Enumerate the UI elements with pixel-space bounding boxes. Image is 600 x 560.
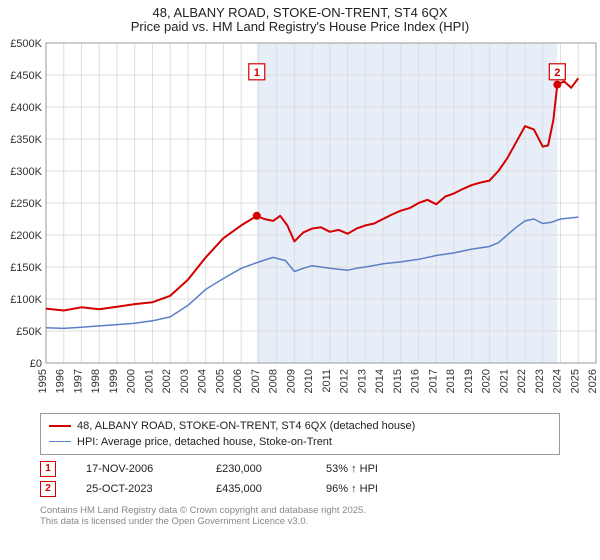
marker-pct: 53% ↑ HPI <box>326 459 378 479</box>
sale-marker-label: 1 <box>254 66 260 78</box>
xtick-label: 2003 <box>179 369 191 393</box>
xtick-label: 2000 <box>126 369 138 393</box>
legend-swatch <box>49 441 71 442</box>
legend: 48, ALBANY ROAD, STOKE-ON-TRENT, ST4 6QX… <box>40 413 560 455</box>
xtick-label: 2019 <box>463 369 475 393</box>
ytick-label: £350K <box>10 134 42 146</box>
footer-attribution: Contains HM Land Registry data © Crown c… <box>40 505 560 528</box>
xtick-label: 2002 <box>161 369 173 393</box>
marker-table: 1 17-NOV-2006 £230,000 53% ↑ HPI 2 25-OCT-202… <box>40 459 560 499</box>
xtick-label: 2005 <box>214 369 226 393</box>
legend-label: HPI: Average price, detached house, Stok… <box>77 434 332 450</box>
sale-marker-label: 2 <box>554 66 560 78</box>
xtick-label: 2007 <box>250 369 262 393</box>
xtick-label: 2025 <box>569 369 581 393</box>
xtick-label: 2023 <box>534 369 546 393</box>
xtick-label: 1995 <box>37 369 49 393</box>
xtick-label: 2017 <box>427 369 439 393</box>
ytick-label: £300K <box>10 166 42 178</box>
footer-line-2: This data is licensed under the Open Gov… <box>40 516 560 527</box>
xtick-label: 2006 <box>232 369 244 393</box>
marker-id-box: 2 <box>40 481 56 497</box>
marker-date: 25-OCT-2023 <box>86 479 186 499</box>
xtick-label: 2001 <box>143 369 155 393</box>
marker-date: 17-NOV-2006 <box>86 459 186 479</box>
xtick-label: 1997 <box>72 369 84 393</box>
ytick-label: £500K <box>10 38 42 50</box>
marker-price: £435,000 <box>216 479 296 499</box>
xtick-label: 2024 <box>552 369 564 393</box>
ytick-label: £0 <box>30 358 42 370</box>
xtick-label: 1999 <box>108 369 120 393</box>
ytick-label: £200K <box>10 230 42 242</box>
xtick-label: 2008 <box>268 369 280 393</box>
marker-table-row: 1 17-NOV-2006 £230,000 53% ↑ HPI <box>40 459 560 479</box>
marker-pct: 96% ↑ HPI <box>326 479 378 499</box>
legend-row: 48, ALBANY ROAD, STOKE-ON-TRENT, ST4 6QX… <box>49 418 551 434</box>
marker-table-row: 2 25-OCT-2023 £435,000 96% ↑ HPI <box>40 479 560 499</box>
chart-title-main: 48, ALBANY ROAD, STOKE-ON-TRENT, ST4 6QX <box>0 0 600 20</box>
xtick-label: 2021 <box>498 369 510 393</box>
legend-row: HPI: Average price, detached house, Stok… <box>49 434 551 450</box>
chart-svg: £0 £50K £100K £150K £200K £250K £300K £350K £400… <box>0 37 600 407</box>
xtick-label: 2010 <box>303 369 315 393</box>
xtick-label: 2014 <box>374 369 386 393</box>
ytick-label: £50K <box>16 326 42 338</box>
legend-swatch <box>49 425 71 427</box>
xtick-label: 2022 <box>516 369 528 393</box>
xtick-label: 2018 <box>445 369 457 393</box>
xtick-label: 2015 <box>392 369 404 393</box>
xtick-label: 2004 <box>197 369 209 393</box>
footer-line-1: Contains HM Land Registry data © Crown c… <box>40 505 560 516</box>
marker-id-box: 1 <box>40 461 56 477</box>
xtick-label: 2026 <box>587 369 599 393</box>
xtick-label: 2012 <box>339 369 351 393</box>
chart-title-sub: Price paid vs. HM Land Registry's House … <box>0 20 600 36</box>
ytick-label: £150K <box>10 262 42 274</box>
ytick-label: £450K <box>10 70 42 82</box>
sale-marker-dot <box>553 80 561 88</box>
ytick-label: £250K <box>10 198 42 210</box>
xtick-label: 2009 <box>285 369 297 393</box>
xtick-label: 1996 <box>55 369 67 393</box>
xtick-label: 2011 <box>321 369 333 393</box>
ytick-label: £100K <box>10 294 42 306</box>
xtick-label: 2013 <box>356 369 368 393</box>
chart-area: £0 £50K £100K £150K £200K £250K £300K £350K £400… <box>0 37 600 407</box>
xtick-label: 2016 <box>410 369 422 393</box>
sale-marker-dot <box>253 211 261 219</box>
xtick-label: 2020 <box>481 369 493 393</box>
legend-label: 48, ALBANY ROAD, STOKE-ON-TRENT, ST4 6QX… <box>77 418 415 434</box>
ytick-label: £400K <box>10 102 42 114</box>
marker-price: £230,000 <box>216 459 296 479</box>
xtick-label: 1998 <box>90 369 102 393</box>
